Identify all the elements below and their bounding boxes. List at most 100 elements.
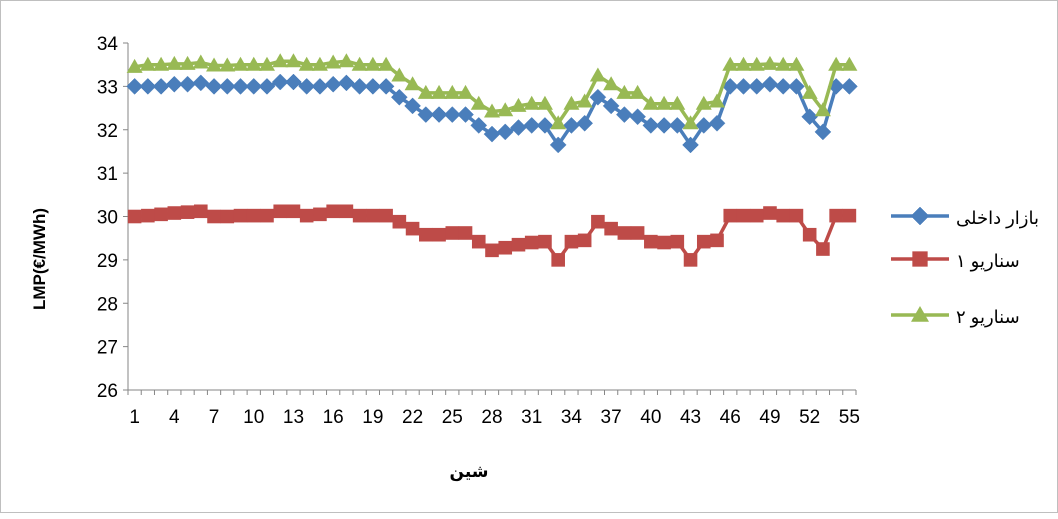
data-point — [152, 78, 170, 95]
data-point — [735, 78, 752, 95]
data-point — [774, 78, 792, 95]
x-axis-title: شین — [450, 462, 489, 482]
x-tick-label: 55 — [839, 407, 860, 428]
data-point — [392, 214, 407, 229]
data-point — [841, 56, 858, 71]
data-point — [299, 208, 314, 223]
data-point — [775, 56, 792, 71]
data-point — [629, 84, 646, 99]
data-point — [271, 73, 289, 91]
x-tick-label: 7 — [209, 407, 220, 428]
data-point — [683, 253, 698, 267]
data-point — [710, 233, 724, 248]
legend-item: سناریو ۱ — [891, 251, 1020, 272]
axes: 26 27 28 29 30 31 32 33 34 1 4 7 10 13 16 19 22 25 28 31 34 3… — [97, 34, 860, 428]
x-tick-label: 40 — [640, 407, 661, 428]
data-point — [205, 78, 223, 95]
x-tick-label: 22 — [402, 407, 423, 428]
data-point — [564, 234, 579, 249]
y-tick-label: 33 — [97, 77, 118, 98]
data-point — [748, 78, 766, 95]
data-point — [286, 204, 301, 219]
y-tick-label: 32 — [97, 121, 118, 142]
data-point — [735, 56, 752, 71]
data-point — [285, 73, 302, 91]
data-point — [576, 114, 594, 132]
data-point — [802, 227, 817, 242]
data-point — [708, 114, 726, 132]
data-point — [670, 234, 685, 249]
x-tick-label: 25 — [442, 407, 463, 428]
data-point — [206, 57, 223, 72]
data-point — [801, 108, 819, 126]
data-point — [127, 209, 142, 224]
data-point — [536, 117, 554, 134]
x-tick-label: 16 — [323, 407, 344, 428]
data-point — [761, 55, 778, 70]
data-point — [669, 95, 686, 110]
x-tick-label: 34 — [561, 407, 583, 428]
data-point — [325, 54, 342, 69]
data-point — [723, 208, 738, 223]
y-tick-label: 34 — [97, 34, 119, 55]
data-point — [298, 78, 316, 95]
data-point — [245, 56, 262, 71]
data-point — [141, 208, 155, 223]
data-point — [194, 204, 208, 219]
x-tick-label: 13 — [283, 407, 304, 428]
data-point — [814, 102, 831, 117]
data-point — [603, 76, 620, 91]
data-point — [179, 55, 196, 70]
legend-item: سناریو ۲ — [891, 306, 1020, 328]
data-point — [657, 235, 671, 250]
data-point — [497, 102, 514, 117]
legend-marker — [912, 251, 928, 267]
data-point — [311, 78, 329, 95]
data-point — [510, 119, 527, 136]
x-tick-label: 43 — [680, 407, 701, 428]
x-tick-label: 46 — [720, 407, 741, 428]
data-point — [192, 74, 210, 92]
data-point — [695, 117, 713, 134]
data-point — [126, 78, 143, 95]
data-point — [311, 56, 328, 71]
data-point — [272, 53, 289, 68]
data-point — [430, 106, 448, 123]
data-point — [232, 78, 249, 95]
data-point — [246, 208, 261, 223]
data-point — [404, 76, 421, 91]
data-point — [258, 78, 276, 95]
legend-label: سناریو ۲ — [956, 307, 1020, 328]
data-point — [245, 78, 263, 95]
data-point — [417, 106, 435, 123]
data-point — [219, 57, 236, 72]
data-point — [483, 125, 501, 143]
data-point — [419, 227, 433, 242]
data-point — [273, 204, 288, 219]
data-point — [642, 95, 659, 110]
data-point — [139, 78, 157, 95]
data-point — [192, 54, 209, 69]
data-point — [523, 117, 541, 134]
data-point — [139, 56, 156, 71]
data-point — [828, 56, 845, 71]
data-point — [220, 209, 235, 224]
data-point — [339, 204, 354, 219]
data-point — [616, 84, 633, 99]
data-point — [485, 243, 499, 258]
data-point — [258, 56, 275, 71]
data-point — [788, 56, 805, 71]
data-point — [154, 207, 168, 222]
data-point — [366, 208, 380, 223]
data-point — [642, 117, 660, 134]
data-point — [709, 93, 726, 108]
data-point — [576, 93, 593, 108]
data-point — [591, 214, 605, 229]
data-point — [351, 78, 368, 95]
series-1 — [126, 73, 858, 154]
x-tick-label: 28 — [481, 407, 502, 428]
data-point — [285, 53, 302, 68]
x-tick-label: 37 — [601, 407, 622, 428]
data-point — [443, 106, 461, 123]
